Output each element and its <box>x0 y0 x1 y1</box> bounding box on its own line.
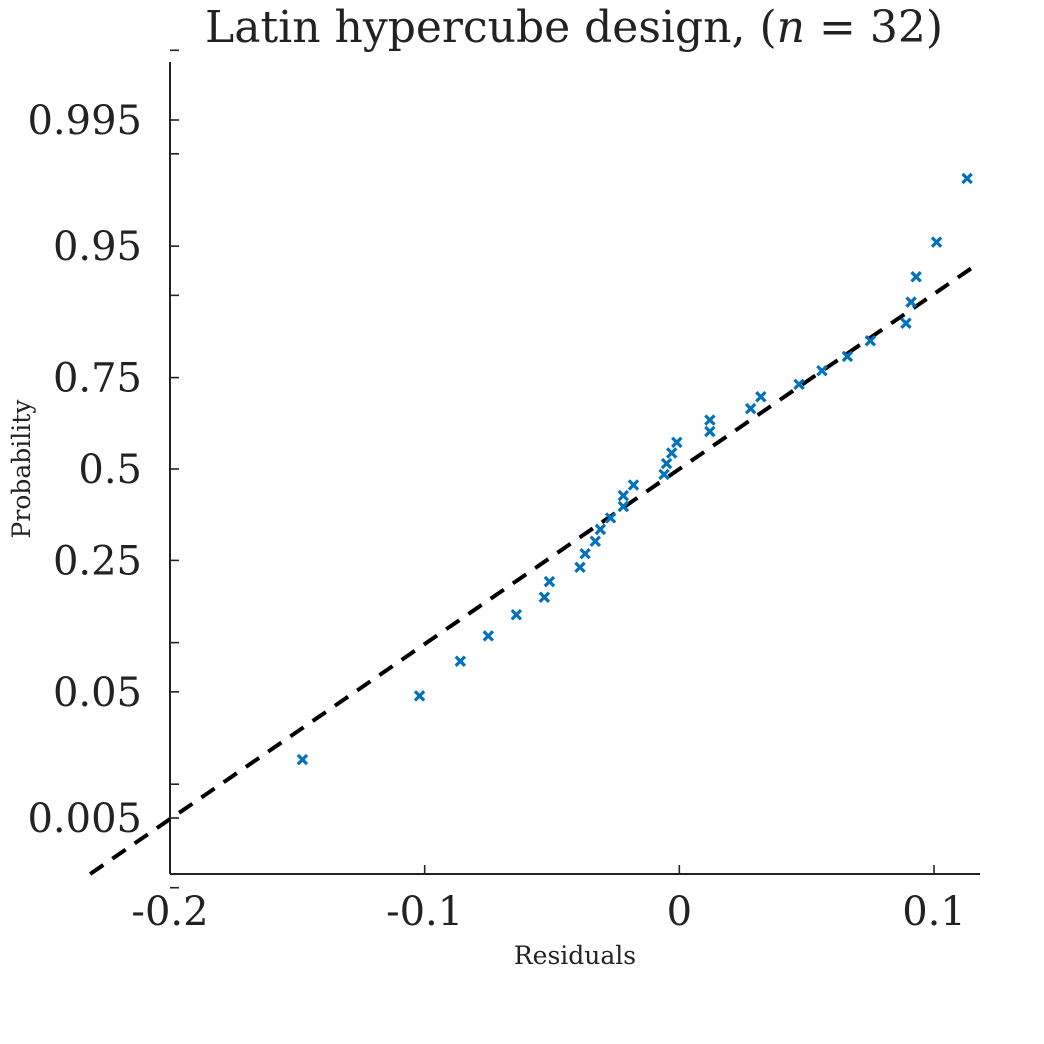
y-tick-label: 0.25 <box>53 538 142 584</box>
marker-stroke <box>454 655 467 667</box>
marker-stroke <box>816 364 828 377</box>
marker-stroke <box>296 753 309 766</box>
data-point <box>793 378 805 391</box>
marker-stroke <box>793 378 805 391</box>
axes: 0.005 0.05 0.25 0.5 0.75 0.95 0.995 -0.2 -0.1 0 0.… <box>27 49 980 935</box>
data-point <box>482 630 495 642</box>
marker-stroke <box>961 172 973 185</box>
x-tick-label: 0 <box>667 889 692 935</box>
data-point <box>816 364 828 377</box>
marker-stroke <box>744 402 757 415</box>
marker-stroke <box>413 690 426 702</box>
data-point <box>589 535 602 547</box>
data-point <box>671 436 683 449</box>
marker-stroke <box>589 535 602 547</box>
data-point <box>579 547 591 560</box>
data-point <box>617 500 630 513</box>
reference-line-layer <box>89 266 973 876</box>
marker-stroke <box>930 236 943 248</box>
data-point <box>660 457 673 470</box>
data-point <box>617 489 630 502</box>
x-tick-label: -0.1 <box>386 889 463 935</box>
y-tick-label: 0.05 <box>53 670 142 716</box>
y-tick-label: 0.95 <box>53 224 142 270</box>
data-point <box>841 350 854 363</box>
data-point <box>543 575 556 588</box>
reference-line <box>89 266 973 876</box>
marker-stroke <box>910 271 922 283</box>
data-point <box>658 468 670 481</box>
data-point <box>905 296 917 308</box>
marker-stroke <box>594 523 607 536</box>
marker-stroke <box>704 414 716 426</box>
marker-stroke <box>627 479 640 491</box>
y-tick-label: 0.005 <box>27 796 142 842</box>
marker-stroke <box>900 317 912 329</box>
marker-stroke <box>841 350 854 363</box>
marker-stroke <box>574 561 586 574</box>
data-point <box>574 561 586 574</box>
data-point <box>900 317 912 329</box>
data-point <box>930 236 943 248</box>
data-point <box>296 753 309 766</box>
marker-stroke <box>658 468 670 481</box>
data-point <box>604 512 617 524</box>
data-point <box>510 609 523 621</box>
data-point <box>627 479 640 491</box>
x-axis-title: Residuals <box>514 941 636 970</box>
marker-stroke <box>864 335 877 347</box>
data-point <box>704 414 716 426</box>
marker-stroke <box>755 391 767 403</box>
marker-stroke <box>704 425 716 438</box>
data-point <box>665 447 678 459</box>
y-tick-label: 0.995 <box>27 98 142 144</box>
chart-title: Latin hypercube design, (n = 32) <box>205 2 943 53</box>
data-point <box>538 591 551 603</box>
data-point <box>454 655 467 667</box>
x-tick-label: -0.2 <box>131 889 208 935</box>
data-point <box>864 335 877 347</box>
marker-stroke <box>543 575 556 588</box>
marker-stroke <box>617 489 630 502</box>
marker-stroke <box>905 296 917 308</box>
marker-stroke <box>579 547 591 560</box>
data-point <box>961 172 973 185</box>
data-point <box>704 425 716 438</box>
data-point <box>910 271 922 283</box>
marker-stroke <box>604 512 617 524</box>
y-tick-label: 0.75 <box>53 356 142 402</box>
marker-stroke <box>482 630 495 642</box>
data-point <box>744 402 757 415</box>
marker-stroke <box>671 436 683 449</box>
x-tick-label: 0.1 <box>902 889 966 935</box>
data-point <box>755 391 767 403</box>
marker-stroke <box>510 609 523 621</box>
data-points <box>296 172 973 766</box>
data-point <box>413 690 426 702</box>
y-axis-title: Probability <box>7 399 36 539</box>
marker-stroke <box>538 591 551 603</box>
marker-stroke <box>617 500 630 513</box>
data-point <box>594 523 607 536</box>
y-tick-label: 0.5 <box>78 447 142 493</box>
marker-stroke <box>660 457 673 470</box>
marker-stroke <box>665 447 678 459</box>
